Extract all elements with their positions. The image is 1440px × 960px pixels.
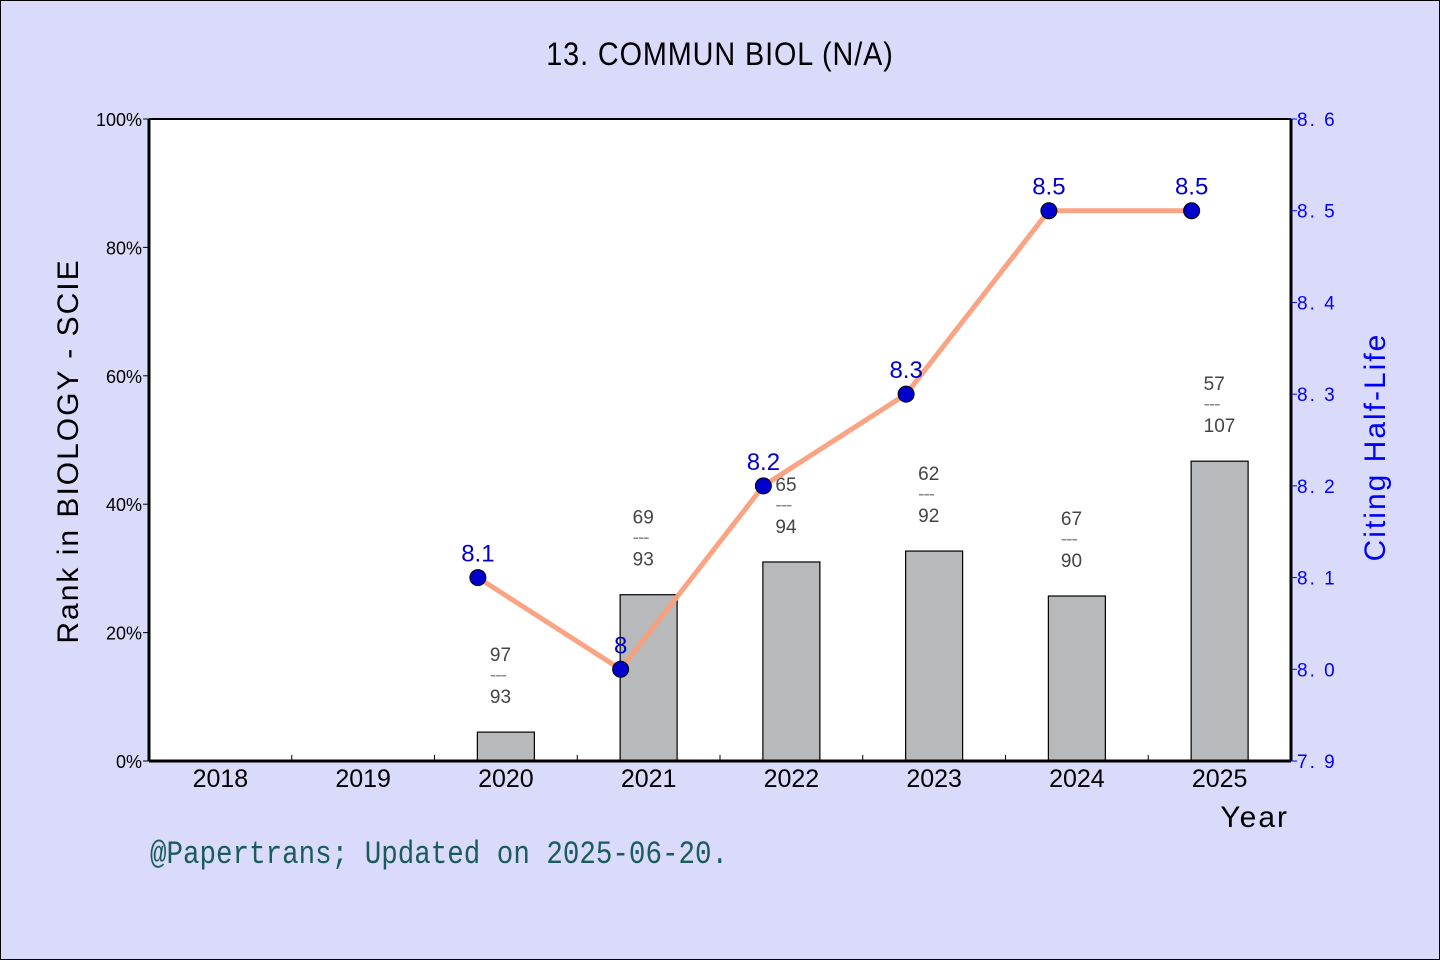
right-axis-title: Citing Half-Life	[1359, 333, 1392, 562]
half-life-line	[476, 208, 1192, 672]
half-life-value: 8	[614, 632, 627, 659]
right-tick-label: 7. 9	[1297, 752, 1337, 773]
bar-2020	[476, 731, 535, 762]
bar-label-rank: 69	[633, 508, 654, 529]
x-tick-label: 2021	[621, 765, 677, 793]
bar-label-rank: 67	[1061, 509, 1082, 530]
right-tick-label: 8. 0	[1297, 660, 1337, 681]
bar-label-divider: ---	[633, 528, 650, 549]
bar-label-total: 92	[918, 506, 939, 527]
bar-label-divider: ---	[1061, 529, 1078, 550]
x-tick-label: 2022	[764, 765, 820, 793]
bar-2022	[762, 561, 821, 762]
chart-title: 13. COMMUN BIOL (N/A)	[546, 36, 894, 72]
bar-label-rank: 62	[918, 464, 939, 485]
half-life-marker	[612, 660, 630, 678]
x-tick-label: 2023	[906, 765, 962, 793]
x-tick-label: 2020	[478, 765, 534, 793]
bar-label-divider: ---	[490, 665, 507, 686]
bar-label-divider: ---	[1204, 394, 1221, 415]
bar-2021	[619, 594, 678, 762]
bar-label-total: 94	[775, 517, 797, 538]
x-tick-label: 2019	[335, 765, 391, 793]
left-tick-label: 60%	[106, 367, 142, 387]
right-tick-label: 8. 3	[1297, 385, 1337, 406]
half-life-marker	[754, 477, 772, 495]
bar-label-total: 93	[633, 550, 654, 571]
bar-label-rank: 57	[1204, 374, 1225, 395]
bar-label-rank: 97	[490, 645, 511, 666]
half-life-marker	[1040, 202, 1058, 220]
x-tick-label: 2025	[1192, 765, 1248, 793]
right-tick-label: 8. 5	[1297, 202, 1337, 223]
right-tick-label: 8. 1	[1297, 569, 1337, 590]
half-life-marker	[1183, 202, 1201, 220]
right-tick-label: 8. 2	[1297, 477, 1337, 498]
bar-label-total: 90	[1061, 551, 1082, 572]
x-tick-label: 2024	[1049, 765, 1105, 793]
half-life-value: 8.3	[889, 357, 922, 384]
half-life-value: 8.2	[747, 449, 780, 476]
bar-2025	[1190, 460, 1249, 762]
bar-label-total: 107	[1204, 416, 1236, 437]
right-tick-label: 8. 4	[1297, 293, 1337, 314]
half-life-marker	[469, 569, 487, 587]
footer-credit: @Papertrans; Updated on 2025-06-20.	[150, 836, 729, 873]
left-tick-label: 100%	[96, 110, 142, 130]
bar-2024	[1047, 595, 1106, 762]
half-life-marker	[897, 385, 915, 403]
bar-label-total: 93	[490, 687, 511, 708]
left-tick-label: 0%	[116, 752, 142, 772]
left-axis-title: Rank in BIOLOGY - SCIE	[52, 258, 85, 643]
right-tick-label: 8. 6	[1297, 110, 1337, 131]
x-axis-title: Year	[1220, 801, 1289, 834]
plot-area	[149, 119, 1291, 761]
x-tick-label: 2018	[193, 765, 249, 793]
bar-2023	[905, 550, 964, 762]
left-tick-label: 80%	[106, 238, 142, 258]
half-life-value: 8.5	[1032, 174, 1065, 201]
left-tick-label: 20%	[106, 624, 142, 644]
half-life-value: 8.5	[1175, 174, 1208, 201]
bar-label-divider: ---	[775, 495, 792, 516]
bar-label-divider: ---	[918, 484, 935, 505]
bar-label-rank: 65	[775, 475, 796, 496]
left-tick-label: 40%	[106, 495, 142, 515]
half-life-value: 8.1	[461, 541, 494, 568]
